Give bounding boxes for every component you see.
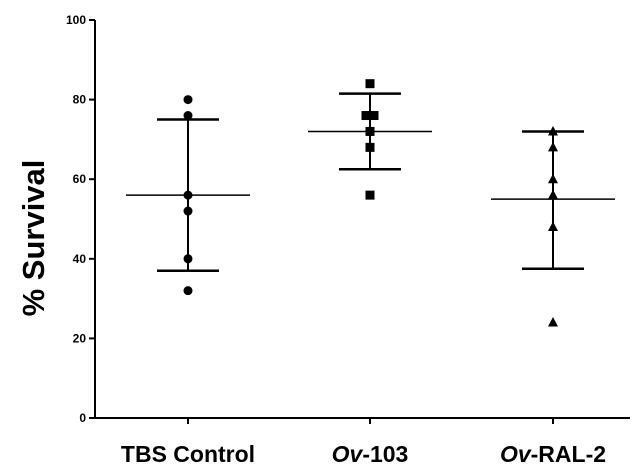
- data-point-square: [369, 111, 379, 121]
- data-point-square: [365, 79, 375, 89]
- data-point-triangle: [548, 316, 558, 327]
- series-group: [126, 95, 250, 296]
- data-point-circle: [183, 206, 193, 216]
- data-point-square: [365, 142, 375, 152]
- data-point-circle: [183, 190, 193, 200]
- data-point-circle: [183, 95, 193, 105]
- data-point-triangle: [548, 189, 558, 200]
- data-point-triangle: [548, 141, 558, 152]
- x-axis: TBS Control Ov-103 Ov-RAL-2: [95, 417, 630, 467]
- data-point-circle: [183, 254, 193, 264]
- data-point-circle: [183, 111, 193, 121]
- series-group: [308, 79, 432, 200]
- y-axis: 0 20 40 60 80 100: [66, 13, 96, 425]
- y-tick-label: 80: [73, 93, 87, 107]
- y-tick-label: 60: [73, 172, 87, 186]
- data-point-square: [361, 111, 371, 121]
- data-point-square: [365, 190, 375, 200]
- y-tick-label: 20: [73, 331, 87, 345]
- x-category-label: TBS Control: [121, 441, 255, 467]
- data-point-square: [365, 126, 375, 136]
- y-tick-label: 0: [79, 411, 86, 425]
- y-axis-title: % Survival: [16, 160, 51, 317]
- x-category-label: Ov-RAL-2: [500, 441, 606, 467]
- y-tick-label: 100: [66, 13, 86, 27]
- plot-area: [126, 79, 615, 327]
- x-category-label: Ov-103: [332, 441, 409, 467]
- y-tick-label: 40: [73, 252, 87, 266]
- data-point-triangle: [548, 221, 558, 231]
- data-point-triangle: [548, 125, 558, 136]
- data-point-triangle: [548, 173, 558, 184]
- data-point-circle: [183, 286, 193, 296]
- series-group: [491, 125, 615, 327]
